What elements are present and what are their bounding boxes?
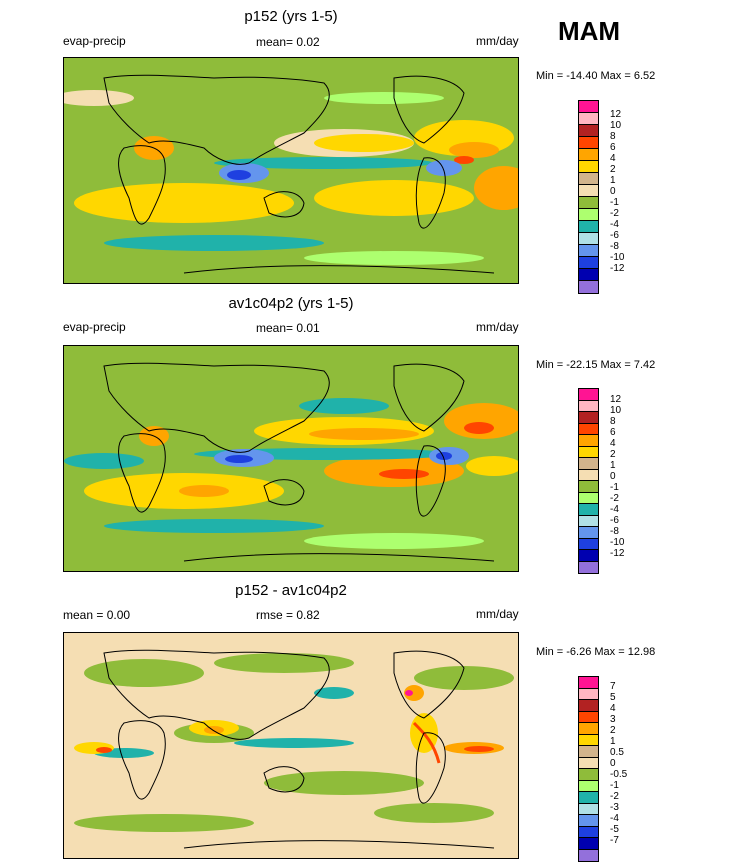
panel-2-colorbar-tick: 8 [610, 416, 616, 427]
panel-3-colorbar-tick: 7 [610, 681, 616, 692]
panel-3-colorbar-tick: 2 [610, 725, 616, 736]
panel-3-colorbar-tick: -3 [610, 802, 619, 813]
panel-2-colorbar-tick: -4 [610, 504, 619, 515]
panel-1-map [63, 57, 519, 284]
panel-1-colorbar-tick: -6 [610, 230, 619, 241]
panel-3-map [63, 632, 519, 859]
panel-3-colorbar-tick: 4 [610, 703, 616, 714]
panel-1-colorbar-tick: -1 [610, 197, 619, 208]
panel-1-colorbar [578, 100, 599, 294]
panel-3-colorbar-tick: -7 [610, 835, 619, 846]
panel-2-colorbar-tick: 10 [610, 405, 622, 416]
panel-2-colorbar-tick: -8 [610, 526, 619, 537]
panel-2-colorbar-tick: 4 [610, 438, 616, 449]
panel-1-colorbar-tick: 1 [610, 175, 616, 186]
panel-3-colorbar-tick: 1 [610, 736, 616, 747]
panel-1-colorbar-tick: 2 [610, 164, 616, 175]
panel-2-minmax: Min = -22.15 Max = 7.42 [536, 359, 656, 371]
panel-1-colorbar-tick: 4 [610, 153, 616, 164]
panel-3-minmax: Min = -6.26 Max = 12.98 [536, 646, 656, 658]
panel-3-units-label: mm/day [476, 607, 519, 621]
panel-3-map-field [64, 633, 518, 858]
panel-1-units-label: mm/day [476, 34, 519, 48]
panel-1-colorbar-tick: -2 [610, 208, 619, 219]
panel-2-colorbar-tick: 6 [610, 427, 616, 438]
panel-3-colorbar-tick: 0 [610, 758, 616, 769]
panel-3-rmse-label: rmse = 0.82 [256, 608, 320, 622]
panel-1-variable-label: evap-precip [63, 34, 126, 48]
panel-2-colorbar-tick: -10 [610, 537, 625, 548]
panel-2-map [63, 345, 519, 572]
panel-1-map-field [64, 58, 518, 283]
panel-3-colorbar-tick: 5 [610, 692, 616, 703]
panel-1-colorbar-tick: 12 [610, 109, 622, 120]
panel-2-colorbar-tick: 1 [610, 460, 616, 471]
panel-3-colorbar-tick: -2 [610, 791, 619, 802]
panel-2-colorbar-tick: 0 [610, 471, 616, 482]
panel-1-colorbar-tick: 10 [610, 120, 622, 131]
panel-2-units-label: mm/day [476, 320, 519, 334]
panel-3-colorbar-tick: 3 [610, 714, 616, 725]
panel-2-colorbar-tick: 2 [610, 449, 616, 460]
panel-1-minmax: Min = -14.40 Max = 6.52 [536, 70, 656, 82]
panel-1-colorbar-tick: -12 [610, 263, 625, 274]
panel-1-colorbar-tick: -4 [610, 219, 619, 230]
panel-2-title: av1c04p2 (yrs 1-5) [228, 295, 354, 312]
panel-2-mean-label: mean= 0.01 [256, 321, 320, 335]
panel-1-title: p152 (yrs 1-5) [244, 8, 338, 25]
panel-2-variable-label: evap-precip [63, 320, 126, 334]
panel-2-colorbar-tick: -1 [610, 482, 619, 493]
panel-1-mean-label: mean= 0.02 [256, 35, 320, 49]
panel-1-colorbar-tick: 8 [610, 131, 616, 142]
panel-2-colorbar-tick: -2 [610, 493, 619, 504]
panel-3-mean-label: mean = 0.00 [63, 608, 131, 622]
panel-3-colorbar-tick: -5 [610, 824, 619, 835]
panel-3-title: p152 - av1c04p2 [235, 582, 347, 599]
panel-2-colorbar [578, 388, 599, 574]
panel-3-colorbar [578, 676, 599, 862]
panel-1-colorbar-tick: 6 [610, 142, 616, 153]
panel-3-colorbar-tick: -4 [610, 813, 619, 824]
panel-1-colorbar-tick: -10 [610, 252, 625, 263]
panel-2-map-field [64, 346, 518, 571]
panel-1-colorbar-tick: -8 [610, 241, 619, 252]
panel-2-colorbar-tick: -12 [610, 548, 625, 559]
panel-3-colorbar-tick: -0.5 [610, 769, 628, 780]
panel-3-colorbar-tick: -1 [610, 780, 619, 791]
panel-3-colorbar-tick: 0.5 [610, 747, 624, 758]
panel-2-colorbar-tick: 12 [610, 394, 622, 405]
panel-1-colorbar-tick: 0 [610, 186, 616, 197]
season-label: MAM [558, 16, 621, 46]
panel-2-colorbar-tick: -6 [610, 515, 619, 526]
